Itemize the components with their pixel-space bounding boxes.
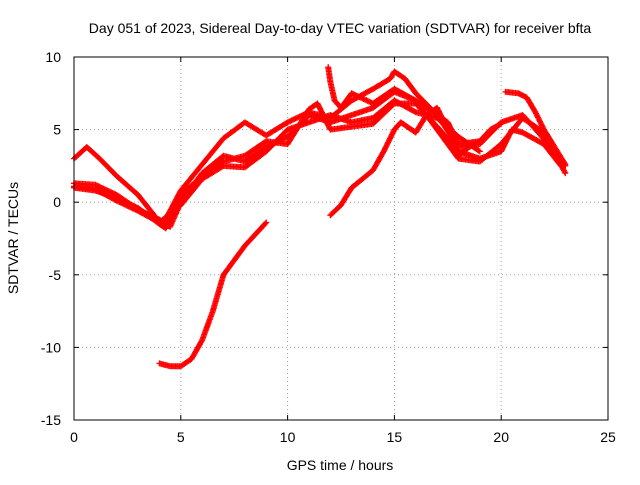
y-tick-label: -10 [41,339,61,355]
data-point [476,138,483,145]
data-point [537,119,544,126]
data-point [538,121,545,128]
x-tick-label: 10 [280,429,296,445]
y-tick-label: 10 [45,49,61,65]
data-point [558,162,565,169]
data-point [562,170,569,177]
data-point [532,109,539,116]
data-point [475,147,482,154]
data-point [476,148,483,155]
data-point [536,117,543,124]
y-axis-label: SDTVAR / TECUs [5,182,21,294]
data-point [535,115,542,122]
y-tick-label: -15 [41,412,61,428]
data-point [533,111,540,118]
data-point [262,220,269,227]
data-point [539,123,546,130]
series-track-e [327,104,505,219]
data-point [498,120,505,127]
data-point [562,161,569,168]
series-track-h [71,97,483,226]
series-track-g [502,88,569,168]
data-points [71,64,569,370]
data-point [538,122,545,129]
data-point [535,114,542,121]
data-point [411,108,418,115]
series-track-d [156,219,270,370]
data-point [561,168,568,175]
y-tick-label: 5 [53,122,61,138]
axis-ticks: 0 5 10 15 20 25 -15 -10 -5 0 5 10 [41,49,616,445]
x-axis-label: GPS time / hours [287,457,394,473]
x-tick-label: 5 [177,429,185,445]
data-point [561,160,568,167]
x-tick-label: 0 [70,429,78,445]
y-tick-label: 0 [53,194,61,210]
chart-title: Day 051 of 2023, Sidereal Day-to-day VTE… [89,20,592,36]
data-point [263,219,270,226]
data-point [533,110,540,117]
y-tick-label: -5 [49,267,62,283]
x-tick-label: 15 [387,429,403,445]
plot-frame [73,56,609,421]
series-track-f [325,64,483,148]
data-point [536,118,543,125]
data-point [534,113,541,120]
x-tick-label: 25 [600,429,616,445]
x-tick-label: 20 [493,429,509,445]
data-point [557,161,564,168]
